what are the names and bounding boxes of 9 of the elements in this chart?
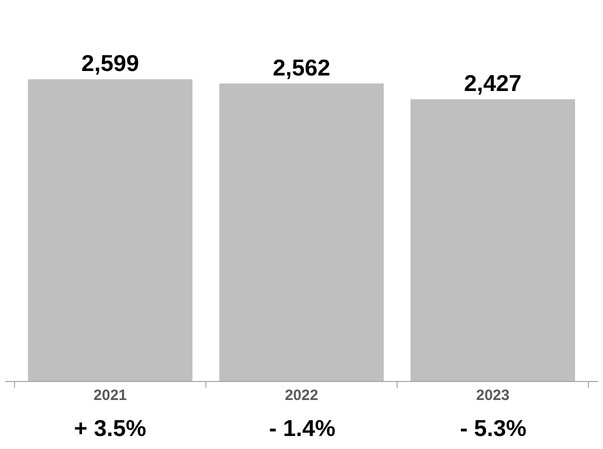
x-tick-label: 2021 [94,387,127,404]
data-label: 2,562 [272,54,330,81]
data-label: 2,599 [81,50,139,76]
x-tick-label: 2023 [476,387,510,404]
text: + 3.5% [74,415,146,441]
text: - 1.4% [269,415,336,441]
x-tick-label: 2022 [284,387,318,404]
text: - 5.3% [460,415,526,441]
data-label: 2,427 [464,70,522,96]
